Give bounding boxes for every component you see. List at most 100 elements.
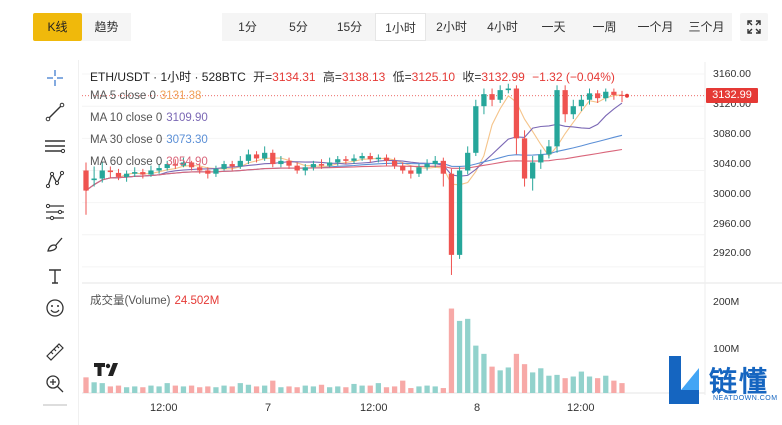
volume-bar — [148, 385, 154, 393]
top-toolbar: K线 趋势 1分 5分 15分 1小时 2小时 4小时 一天 一周 一个月 三个… — [0, 0, 782, 52]
interval-1d[interactable]: 一天 — [528, 13, 579, 41]
volume-bar — [351, 383, 357, 393]
candle-body — [302, 167, 308, 171]
candle-body — [310, 164, 317, 168]
brush-tool[interactable] — [43, 232, 67, 256]
candle-body — [270, 152, 276, 165]
ma10-legend: MA 10 close 0 3109.90 — [90, 112, 212, 124]
chart-type-tabs: K线 趋势 — [33, 13, 131, 41]
volume-bar — [505, 367, 511, 393]
zoom-tool[interactable] — [43, 372, 67, 396]
interval-2h[interactable]: 2小时 — [426, 13, 477, 41]
volume-bar — [115, 385, 122, 393]
text-tool[interactable] — [43, 264, 67, 288]
volume-bar — [99, 383, 105, 393]
candle-body — [286, 160, 292, 166]
candle-body — [343, 159, 349, 161]
interval-15m[interactable]: 15分 — [324, 13, 375, 41]
tab-trend[interactable]: 趋势 — [82, 13, 131, 41]
interval-tabs: 1分 5分 15分 1小时 2小时 4小时 一天 一周 一个月 三个月 — [222, 13, 732, 41]
price-tick-3000: 3000.00 — [713, 188, 751, 200]
candle-body — [156, 168, 162, 171]
interval-1w[interactable]: 一周 — [579, 13, 630, 41]
volume-bar — [245, 384, 252, 393]
volume-bar — [521, 364, 528, 393]
candle-body — [294, 165, 300, 171]
candle-body — [594, 93, 601, 99]
candle-body — [318, 164, 325, 166]
candle-body — [489, 94, 495, 100]
fib-tool[interactable] — [43, 200, 67, 224]
interval-4h[interactable]: 4小时 — [477, 13, 528, 41]
volume-bar — [180, 386, 187, 393]
horizontal-lines-tool[interactable] — [43, 134, 67, 158]
volume-bar — [562, 378, 568, 393]
candle-body — [513, 88, 520, 139]
candle-body — [115, 172, 122, 177]
crosshair-tool[interactable] — [43, 66, 67, 90]
last-price-marker — [625, 93, 629, 98]
volume-bar — [310, 386, 317, 393]
fibonacci-icon — [45, 203, 64, 221]
candle-body — [521, 138, 528, 179]
candle-body — [538, 154, 544, 163]
ma5-value: 3131.38 — [159, 90, 202, 102]
volume-bar — [359, 385, 365, 393]
volume-bar — [440, 388, 446, 393]
volume-bar — [586, 376, 593, 393]
tab-kline[interactable]: K线 — [33, 13, 82, 41]
candle-body — [99, 170, 105, 179]
volume-label: 成交量(Volume) — [90, 295, 171, 307]
volume-value: 24.502M — [174, 295, 220, 307]
fullscreen-button[interactable] — [740, 13, 768, 41]
price-tick-3080: 3080.00 — [713, 128, 751, 140]
interval-1mo[interactable]: 一个月 — [630, 13, 681, 41]
candle-body — [367, 156, 373, 160]
pattern-tool[interactable] — [43, 168, 67, 192]
trendline-tool[interactable] — [43, 100, 67, 124]
zoom-in-icon — [46, 375, 64, 393]
time-tick-1: 12:00 — [150, 402, 178, 414]
volume-bar — [497, 370, 503, 393]
volume-bar — [294, 387, 300, 393]
interval-1m[interactable]: 1分 — [222, 13, 273, 41]
volume-bar — [408, 388, 414, 393]
interval-3mo[interactable]: 三个月 — [681, 13, 732, 41]
candle-body — [262, 152, 268, 159]
volume-bar — [554, 374, 560, 393]
emoji-tool[interactable] — [43, 296, 67, 320]
high-label: 高= — [322, 70, 342, 84]
ohlc-header: ETH/USDT · 1小时 · 528BTC 开=3134.31 高=3138… — [90, 68, 619, 85]
time-tick-3: 12:00 — [360, 402, 388, 414]
pattern-icon — [45, 170, 65, 189]
ma60-value: 3054.90 — [166, 156, 208, 168]
ma10-value: 3109.90 — [166, 112, 208, 124]
candle-body — [253, 154, 260, 159]
volume-bar — [546, 375, 552, 393]
candle-body — [335, 159, 341, 163]
candle-body — [530, 162, 536, 179]
candle-body — [148, 170, 154, 175]
text-icon — [49, 269, 61, 284]
ruler-tool[interactable] — [43, 340, 67, 364]
current-price-tag: 3132.99 — [706, 88, 758, 103]
toolbar-more[interactable] — [43, 400, 67, 410]
tradingview-logo — [94, 361, 122, 382]
volume-bar — [603, 375, 609, 393]
open-label: 开= — [253, 70, 273, 84]
candle-body — [132, 172, 138, 174]
candle-body — [432, 160, 438, 165]
candle-body — [481, 94, 487, 107]
volume-bar — [107, 386, 114, 393]
price-tick-3040: 3040.00 — [713, 158, 751, 170]
ma60-legend: MA 60 close 0 3054.90 — [90, 156, 212, 168]
interval-1h[interactable]: 1小时 — [375, 13, 426, 41]
volume-tick-200m: 200M — [713, 296, 740, 308]
volume-bar — [611, 380, 617, 393]
candle-body — [546, 146, 552, 155]
interval-5m[interactable]: 5分 — [273, 13, 324, 41]
candle-body — [570, 106, 576, 115]
volume-bar — [578, 371, 585, 393]
candle-body — [424, 164, 430, 168]
volume-bar — [270, 380, 276, 393]
